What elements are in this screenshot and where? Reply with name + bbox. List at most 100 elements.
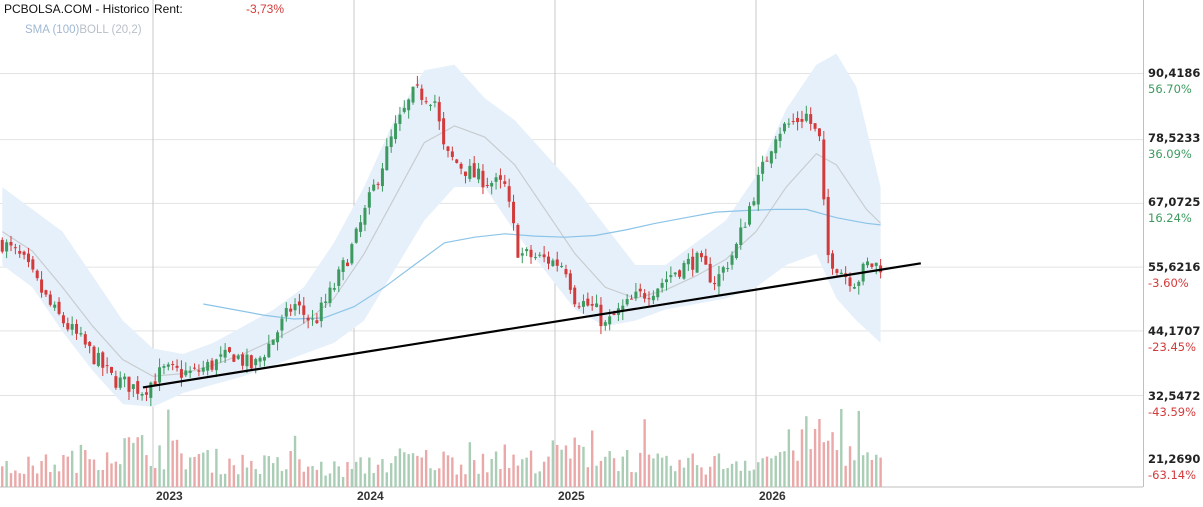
volume-bar: [656, 453, 659, 487]
volume-bar: [748, 470, 751, 487]
volume-bar: [560, 449, 563, 487]
volume-bar: [612, 458, 616, 487]
candle-body: [83, 334, 87, 345]
candle-body: [110, 366, 113, 373]
candle-body: [376, 183, 380, 185]
candle-body: [92, 346, 96, 365]
candle-body: [857, 281, 861, 286]
candle-body: [870, 263, 874, 267]
candle-body: [206, 362, 210, 371]
candle-body: [874, 262, 878, 266]
candle-body: [717, 274, 721, 287]
candle-body: [581, 301, 585, 307]
candle-body: [608, 316, 612, 325]
volume-bar: [311, 466, 314, 487]
candle-body: [249, 355, 253, 369]
candle-body: [48, 294, 52, 305]
candle-body: [96, 352, 100, 366]
candle-body: [276, 332, 280, 343]
bollinger-band: [2, 53, 881, 407]
volume-bar: [704, 474, 708, 487]
candle-body: [682, 262, 686, 279]
volume-bar: [88, 459, 91, 487]
volume-bar: [551, 440, 555, 487]
volume-bar: [385, 472, 389, 487]
candle-body: [866, 261, 870, 266]
volume-bar: [241, 454, 244, 487]
volume-bar: [368, 457, 371, 487]
volume-bar: [809, 449, 812, 487]
volume-bar: [127, 437, 131, 487]
candle-body: [660, 282, 664, 288]
volume-bar: [660, 457, 664, 487]
volume-bar: [687, 457, 690, 487]
candle-body: [573, 287, 577, 305]
volume-bar: [879, 457, 882, 487]
candle-body: [57, 301, 61, 314]
volume-bar: [774, 455, 777, 487]
sma-100-line: [203, 208, 881, 320]
candle-body: [516, 224, 520, 258]
legend-boll[interactable]: BOLL (20,2): [79, 24, 142, 36]
volume-bar: [608, 451, 611, 487]
volume-bar: [700, 467, 703, 487]
legend-sma[interactable]: SMA (100): [25, 24, 80, 36]
candle-body: [791, 121, 795, 123]
candle-body: [560, 266, 564, 268]
volume-bar: [743, 460, 747, 487]
volume-bar: [293, 435, 297, 487]
y-price-label: 78,5233: [1148, 131, 1201, 145]
volume-bar: [5, 460, 8, 487]
volume-bar: [53, 464, 56, 487]
volume-bar: [634, 472, 638, 487]
candle-body: [26, 253, 30, 263]
volume-bar: [826, 440, 830, 487]
candle-body: [804, 113, 808, 121]
candle-body: [848, 277, 852, 287]
volume-bar: [79, 444, 83, 487]
volume-bar: [333, 461, 336, 487]
candle-body: [175, 365, 179, 368]
candle-body: [271, 339, 275, 345]
y-price-label: 67,0725: [1148, 195, 1201, 209]
volume-bar: [433, 470, 437, 487]
volume-bar: [267, 456, 271, 487]
candle-body: [162, 366, 166, 368]
candle-body: [721, 267, 725, 273]
candle-body: [551, 260, 555, 266]
volume-bar: [516, 465, 520, 487]
candle-body: [455, 159, 459, 163]
volume-bar: [289, 451, 292, 487]
candle-body: [442, 118, 446, 145]
volume-bar: [621, 456, 624, 487]
volume-bar: [665, 455, 668, 487]
volume-bar: [416, 455, 419, 487]
volume-bar: [302, 471, 305, 487]
volume-bar: [752, 469, 756, 487]
x-tick-label-2025: 2025: [558, 489, 585, 503]
volume-bar: [324, 475, 327, 487]
candle-body: [485, 184, 489, 186]
candle-body: [5, 242, 9, 252]
volume-bar: [298, 459, 301, 487]
volume-bar: [761, 458, 764, 487]
candle-body: [105, 365, 109, 367]
volume-bar: [9, 473, 13, 487]
candle-body: [153, 381, 157, 385]
volume-bar: [49, 472, 52, 487]
volume-bar: [18, 473, 21, 487]
volume-bar: [468, 442, 472, 487]
candle-body: [31, 259, 35, 270]
candle-body: [18, 250, 22, 254]
volume-bar: [617, 471, 620, 487]
candle-body: [699, 253, 703, 258]
candle-body: [695, 252, 699, 273]
volume-bar: [258, 473, 262, 487]
candle-body: [739, 227, 743, 245]
volume-bar: [411, 453, 415, 487]
volume-bar: [547, 456, 550, 487]
candle-body: [306, 317, 310, 321]
candle-body: [70, 324, 74, 330]
volume-bar: [202, 452, 205, 487]
candle-body: [494, 177, 498, 182]
